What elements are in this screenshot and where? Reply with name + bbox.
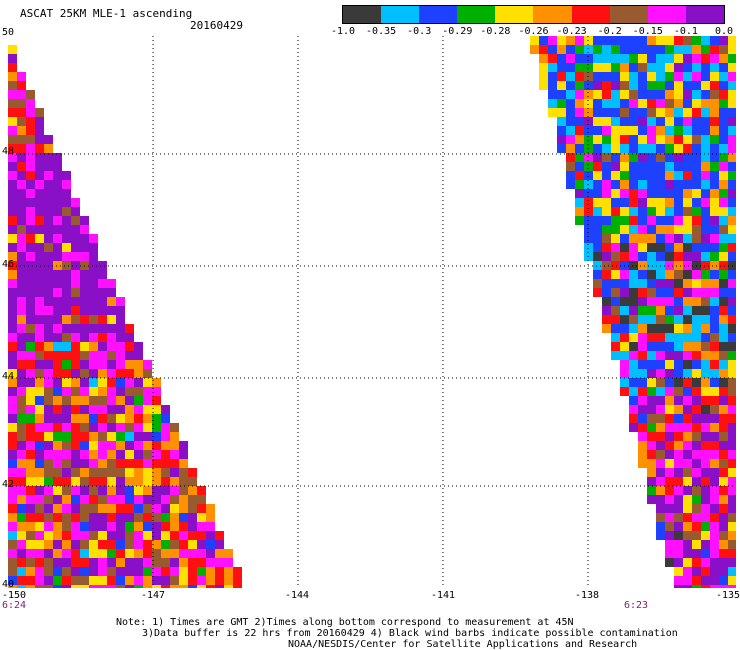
legend-tick-label: 0.0 xyxy=(714,26,734,37)
left-pass-time: 6:24 xyxy=(2,600,27,611)
legend-tick-label: -0.3 xyxy=(407,26,432,37)
note-line-1: Note: 1) Times are GMT 2)Times along bot… xyxy=(116,617,574,628)
legend-swatch xyxy=(419,6,458,23)
legend-swatch xyxy=(647,6,686,23)
swath-cells xyxy=(8,36,736,588)
legend-tick-label: -0.29 xyxy=(442,26,473,37)
lon-label-135: -135 xyxy=(715,590,740,601)
note-line-2: 3)Data buffer is 22 hrs from 20160429 4)… xyxy=(142,628,678,639)
legend-swatch xyxy=(609,6,648,23)
map-title: ASCAT 25KM MLE-1 ascending xyxy=(20,7,193,20)
legend-swatch xyxy=(343,6,382,23)
legend-tick-label: -0.26 xyxy=(518,26,549,37)
lat-label-42: 42 xyxy=(2,479,15,490)
lon-label-138: -138 xyxy=(574,590,600,601)
lat-label-40: 40 xyxy=(2,579,15,590)
legend-swatch xyxy=(457,6,496,23)
legend-tick-label: -1.0 xyxy=(330,26,356,37)
lat-label-46: 46 xyxy=(2,259,15,270)
legend-swatch xyxy=(495,6,534,23)
lon-label-141: -141 xyxy=(430,590,456,601)
lat-label-48: 48 xyxy=(2,146,15,157)
legend-tick-label: -0.1 xyxy=(673,26,698,37)
legend-swatch xyxy=(685,6,724,23)
lon-label-150: -150 xyxy=(1,590,27,601)
legend-swatch xyxy=(381,6,420,23)
note-line-3: NOAA/NESDIS/Center for Satellite Applica… xyxy=(288,639,638,650)
lat-label-44: 44 xyxy=(2,371,15,382)
graticule xyxy=(8,36,736,588)
lat-label-50: 50 xyxy=(2,27,15,38)
lon-label-147: -147 xyxy=(140,590,166,601)
legend-swatch xyxy=(533,6,572,23)
legend-tick-label: -0.28 xyxy=(480,26,511,37)
color-legend xyxy=(342,5,725,24)
legend-tick-label: -0.2 xyxy=(597,26,622,37)
right-pass-time: 6:23 xyxy=(624,600,649,611)
legend-tick-label: -0.35 xyxy=(366,26,397,37)
swath-map xyxy=(8,36,736,588)
legend-swatch xyxy=(571,6,610,23)
lon-label-144: -144 xyxy=(284,590,310,601)
legend-tick-label: -0.23 xyxy=(556,26,587,37)
swath-map-canvas xyxy=(8,36,736,588)
map-date: 20160429 xyxy=(190,19,243,32)
legend-tick-label: -0.15 xyxy=(632,26,663,37)
